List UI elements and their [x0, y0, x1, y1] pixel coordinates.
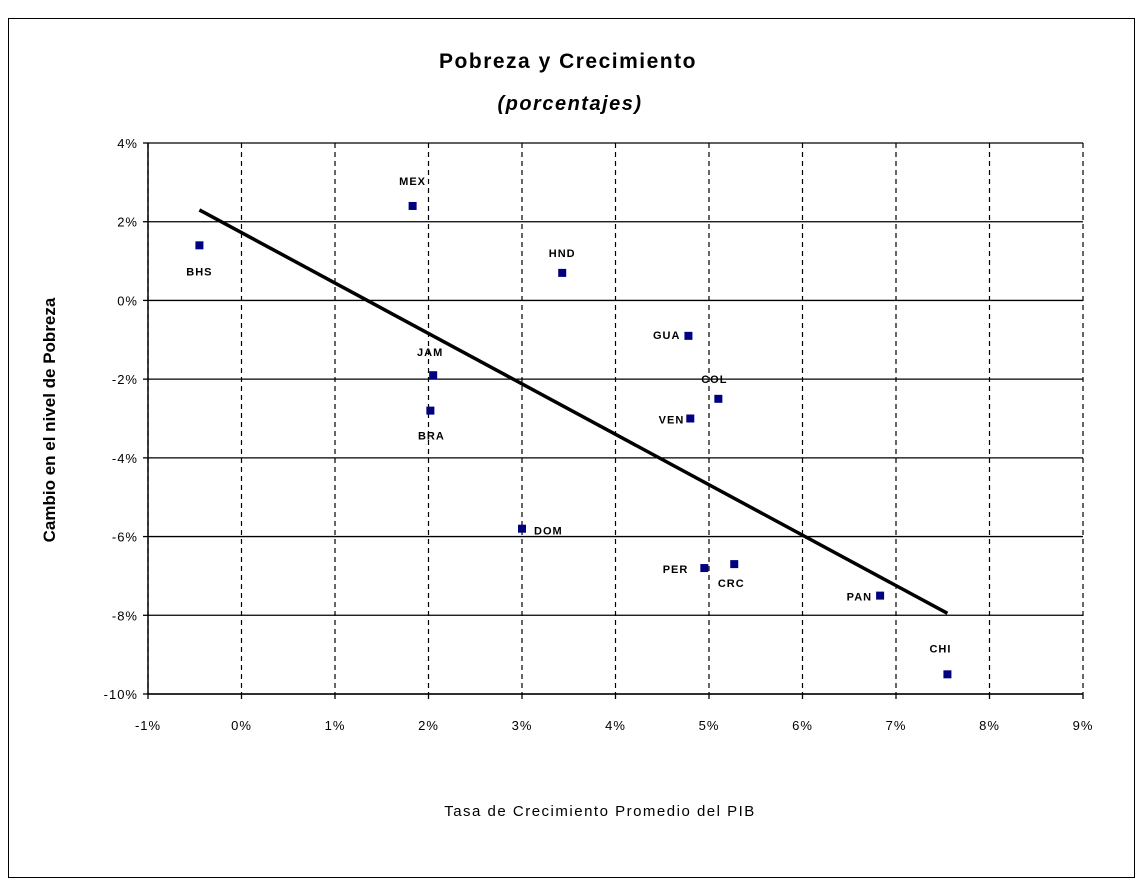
data-points: BHS MEX HND GUA JAM COL BRA VEN DOM PER CRC PAN CHI	[186, 176, 952, 679]
x-tick-label: -1%	[135, 718, 161, 733]
x-tick-label: 6%	[792, 718, 813, 733]
point-label-ven: VEN	[659, 415, 685, 427]
data-point-bra	[426, 406, 435, 415]
data-point-ven	[686, 414, 695, 423]
data-point-col	[714, 394, 723, 403]
point-label-per: PER	[663, 564, 689, 576]
x-tick-label: 3%	[512, 718, 533, 733]
y-tick-label: -10%	[104, 687, 138, 702]
y-tick-label: 4%	[117, 136, 138, 151]
chart-frame	[8, 18, 1135, 878]
point-label-mex: MEX	[399, 176, 426, 188]
point-label-crc: CRC	[718, 578, 745, 590]
point-label-dom: DOM	[534, 526, 563, 538]
y-tick-label: -4%	[112, 451, 138, 466]
axes: -10% -8% -6% -4% -2% 0% 2% 4% -1% 0% 1% 2% 3% 4% 5% 6% 7…	[104, 136, 1094, 733]
trendline	[198, 208, 949, 615]
x-tick-label: 5%	[699, 718, 720, 733]
data-point-hnd	[558, 268, 567, 277]
point-label-bhs: BHS	[186, 266, 212, 278]
point-label-hnd: HND	[549, 248, 576, 260]
data-point-crc	[730, 560, 739, 569]
data-point-per	[700, 564, 709, 573]
chart-title: Pobreza y Crecimiento	[439, 50, 697, 73]
y-tick-label: -6%	[112, 530, 138, 545]
data-point-gua	[684, 331, 693, 340]
data-point-bhs	[195, 241, 204, 250]
x-tick-label: 8%	[979, 718, 1000, 733]
x-tick-label: 1%	[325, 718, 346, 733]
y-tick-label: -8%	[112, 608, 138, 623]
y-tick-label: 0%	[117, 293, 138, 308]
data-point-pan	[876, 591, 885, 600]
x-tick-label: 9%	[1073, 718, 1094, 733]
x-tick-label: 7%	[886, 718, 907, 733]
x-tick-label: 2%	[418, 718, 439, 733]
point-label-bra: BRA	[418, 431, 445, 443]
y-tick-label: 2%	[117, 215, 138, 230]
trendline-layer	[198, 208, 949, 615]
data-point-chi	[943, 670, 952, 679]
data-point-mex	[408, 201, 417, 210]
x-tick-label: 0%	[231, 718, 252, 733]
chart-subtitle: (porcentajes)	[497, 93, 642, 115]
x-tick-label: 4%	[605, 718, 626, 733]
data-point-jam	[429, 371, 438, 380]
x-axis-label: Tasa de Crecimiento Promedio del PIB	[444, 803, 756, 820]
point-label-chi: CHI	[929, 643, 951, 655]
data-point-dom	[518, 524, 526, 533]
point-label-pan: PAN	[847, 592, 872, 604]
point-label-col: COL	[701, 374, 727, 386]
y-axis-label: Cambio en el nivel de Pobreza	[40, 297, 59, 542]
y-tick-label: -2%	[112, 372, 138, 387]
point-label-jam: JAM	[417, 347, 443, 359]
point-label-gua: GUA	[653, 330, 680, 342]
